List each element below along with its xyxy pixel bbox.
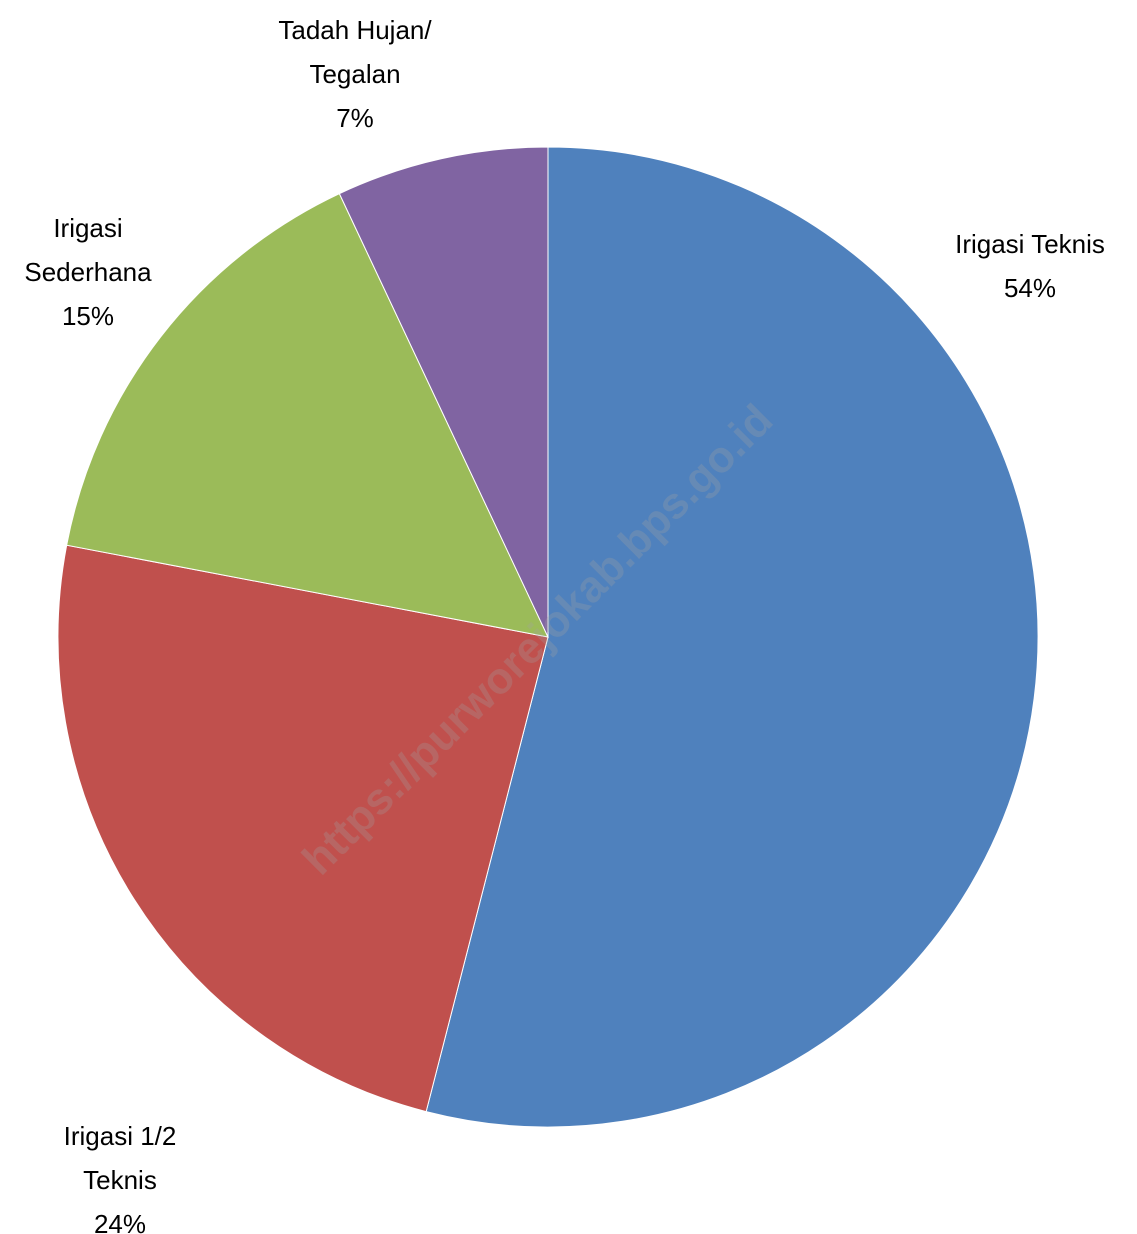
pie-slice xyxy=(57,544,549,1113)
value-label: 15% xyxy=(61,301,115,331)
pie xyxy=(57,146,1039,1128)
value-label: 24% xyxy=(93,1209,147,1234)
category-label: Tadah Hujan/ Tegalan xyxy=(278,15,432,89)
category-label: Irigasi Teknis xyxy=(955,229,1105,259)
pie-slice xyxy=(338,146,549,638)
pie-slice xyxy=(66,192,549,638)
category-label: Irigasi Sederhana xyxy=(24,213,152,287)
slice-label: Irigasi Teknis 54% xyxy=(910,222,1137,310)
slice-label: Irigasi Sederhana 15% xyxy=(3,206,173,338)
value-label: 54% xyxy=(1003,273,1057,303)
slice-label: Tadah Hujan/ Tegalan 7% xyxy=(250,8,460,140)
category-label: Irigasi 1/2 Teknis xyxy=(63,1121,177,1195)
value-label: 7% xyxy=(336,103,374,133)
pie-slice xyxy=(425,146,1039,1128)
slice-label: Irigasi 1/2 Teknis 24% xyxy=(35,1114,205,1234)
